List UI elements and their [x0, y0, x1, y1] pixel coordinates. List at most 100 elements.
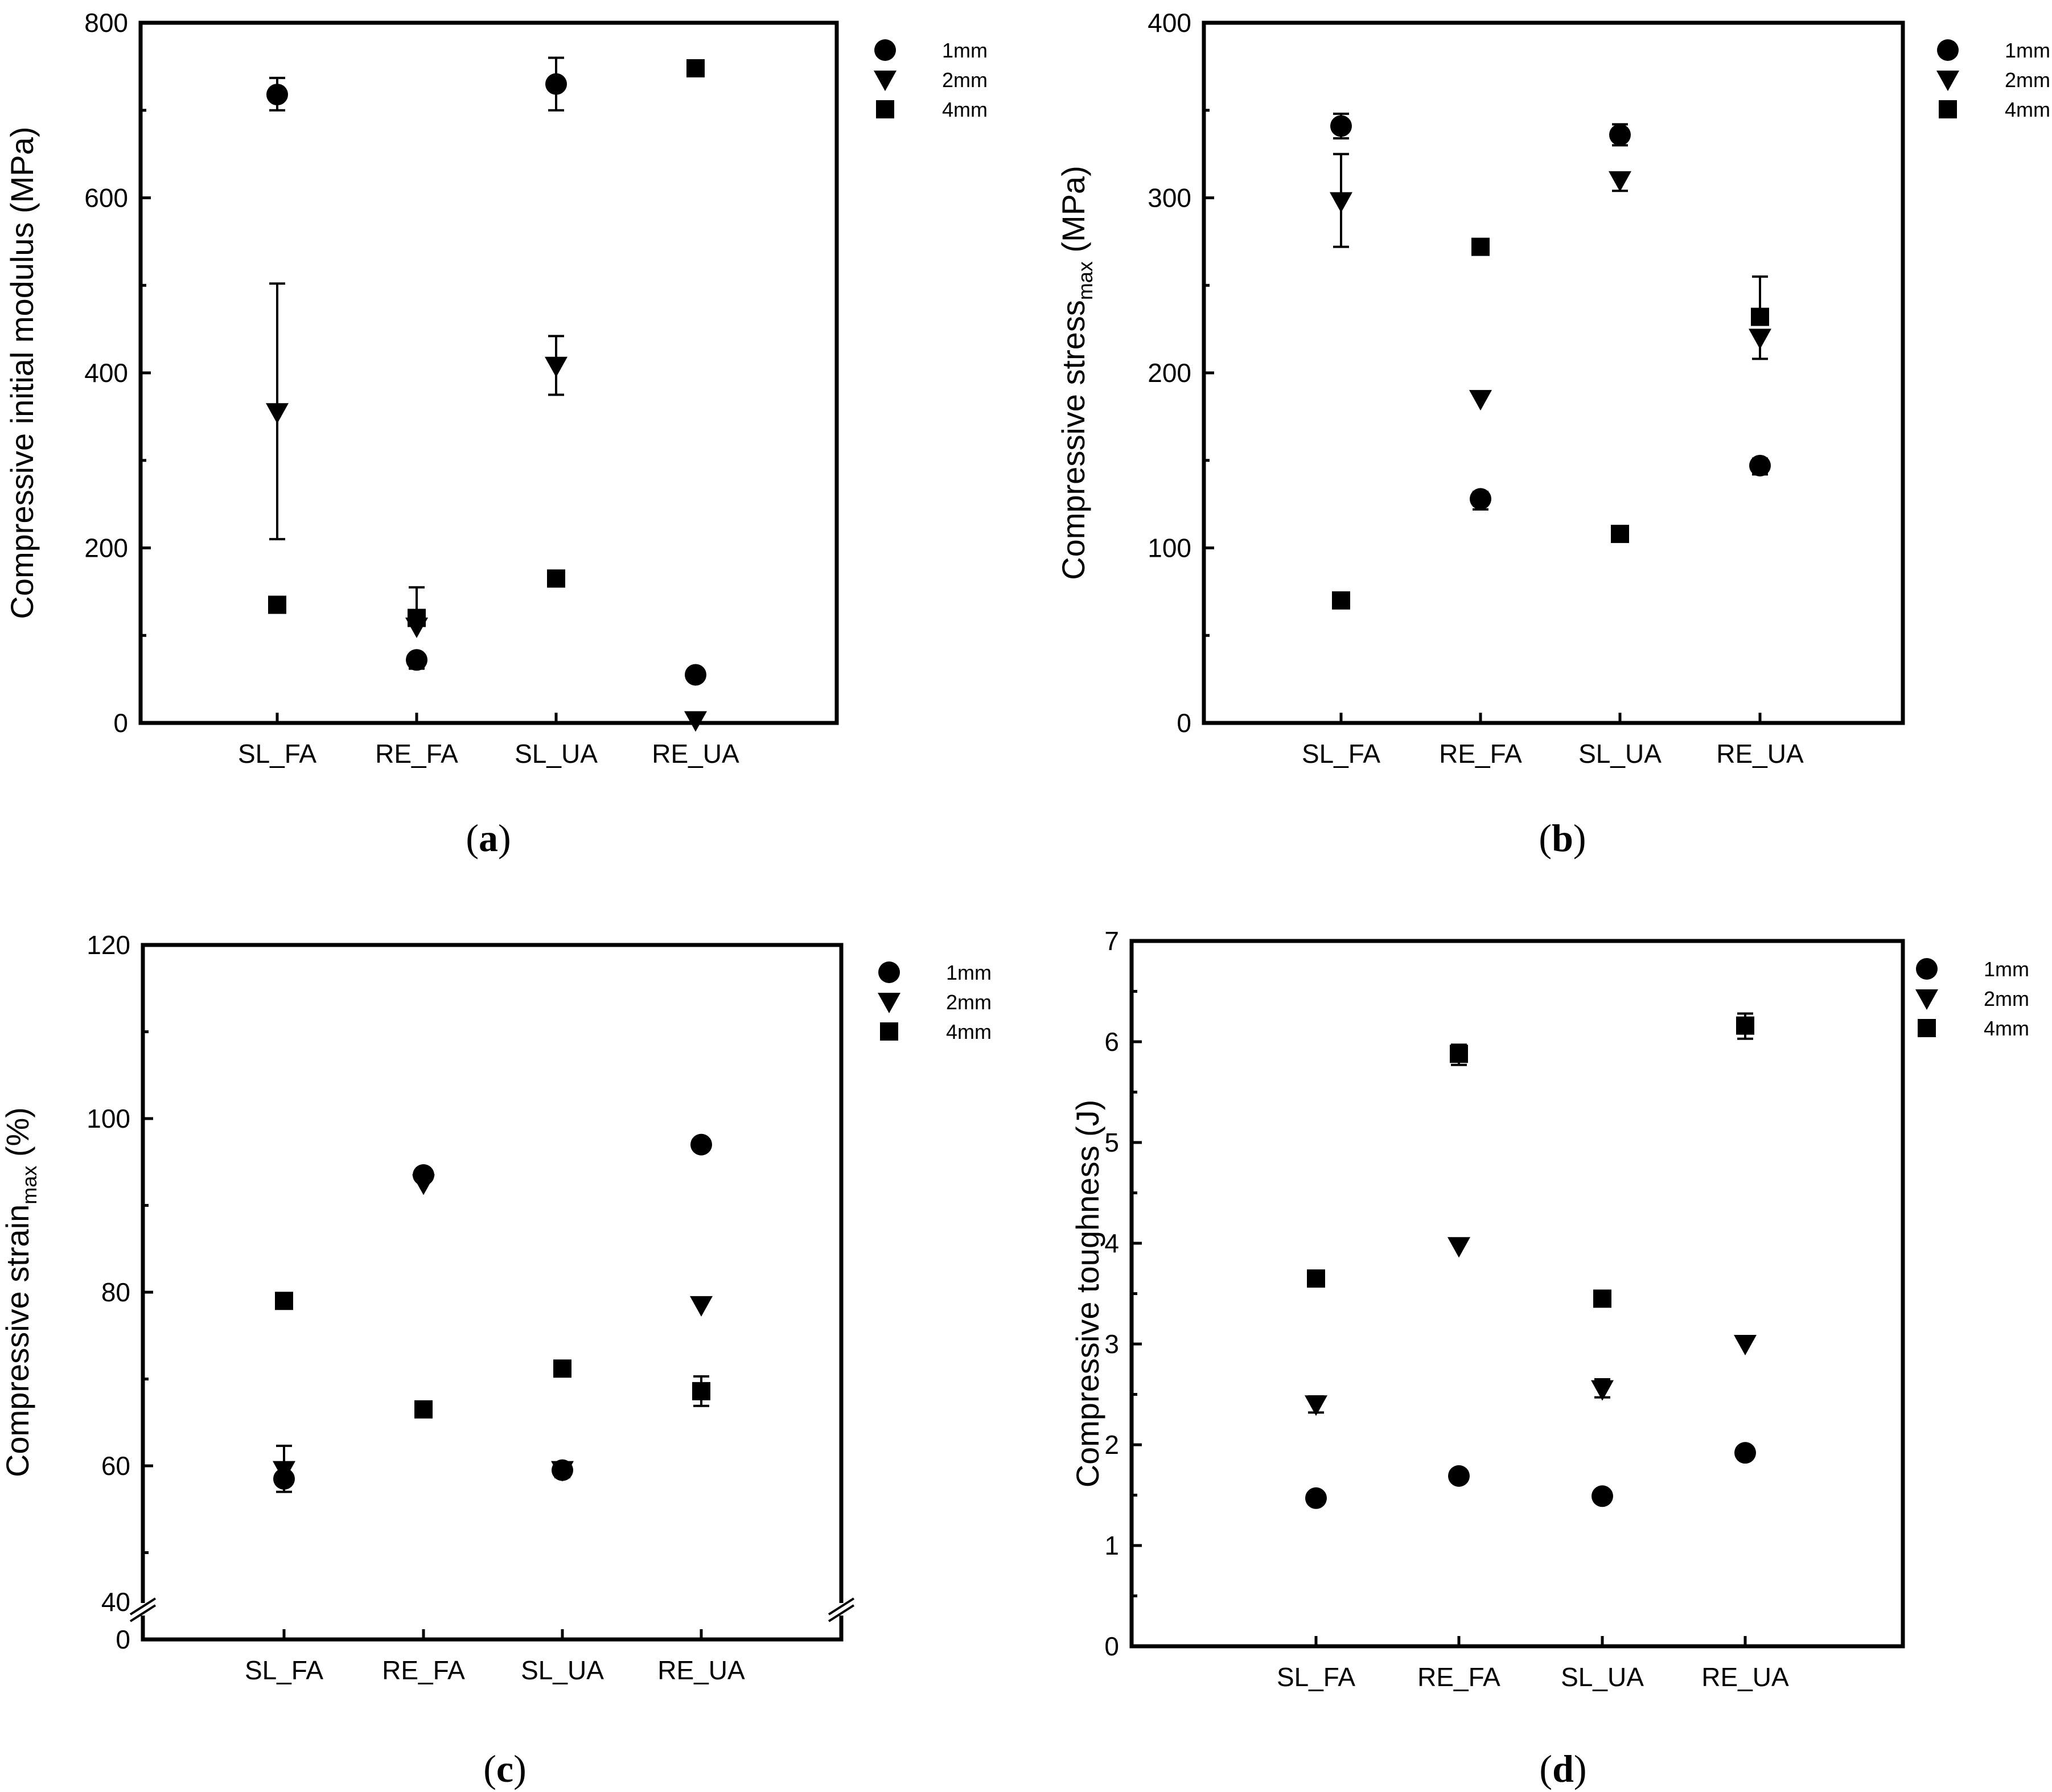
panel-caption-d: (d)	[1539, 1747, 1586, 1790]
y-tick-label-b-4: 400	[1148, 8, 1191, 38]
point-d-2mm-RE_FA	[1447, 1237, 1470, 1258]
point-b-1mm-RE_FA	[1470, 488, 1491, 510]
axis-break-mark-0-a	[129, 1597, 157, 1616]
x-tick-label-d-0: SL_FA	[1277, 1662, 1355, 1692]
x-tick-label-b-0: SL_FA	[1302, 739, 1380, 768]
point-a-2mm-RE_UA	[684, 711, 707, 732]
y-tick-label-c-2: 80	[101, 1277, 130, 1307]
x-tick-label-c-0: SL_FA	[245, 1655, 323, 1685]
point-a-2mm-SL_UA	[545, 356, 568, 377]
point-a-4mm-SL_FA	[268, 595, 286, 614]
x-tick-label-a-0: SL_FA	[238, 739, 316, 768]
legend-marker-c-4mm	[880, 1022, 898, 1041]
point-a-1mm-SL_FA	[266, 84, 288, 106]
point-c-2mm-SL_FA	[273, 1461, 295, 1482]
panel-a: 0 200 400 600 800 SL_FA RE_FA SL_UA RE_UA Compres…	[4, 8, 988, 860]
y-tick-label-zero: 0	[116, 1625, 130, 1654]
legend-marker-d-2mm	[1915, 989, 1938, 1010]
point-c-2mm-RE_UA	[690, 1296, 713, 1317]
panel-caption-c: (c)	[483, 1747, 527, 1790]
y-tick-label-a-1: 200	[84, 533, 128, 563]
x-tick-label-d-3: RE_UA	[1701, 1662, 1789, 1692]
legend-label-c-2mm: 2mm	[946, 990, 992, 1014]
point-d-4mm-SL_UA	[1593, 1289, 1611, 1308]
point-d-1mm-RE_UA	[1734, 1442, 1756, 1464]
point-b-4mm-SL_FA	[1332, 591, 1350, 610]
y-axis-title-b: Compressive stressmax (MPa)	[1055, 166, 1097, 580]
point-b-2mm-RE_FA	[1469, 390, 1492, 411]
panel-caption-b: (b)	[1539, 816, 1586, 860]
plot-frame-a	[138, 20, 839, 725]
legend-marker-a-1mm	[874, 39, 896, 61]
y-tick-label-a-0: 0	[113, 708, 128, 738]
panel-c: 60 80 100 120 40 0 SL_FA RE_FA SL_UA RE_UA Compres…	[0, 930, 992, 1790]
x-tick-label-a-1: RE_FA	[375, 739, 458, 768]
y-tick-label-c-1: 60	[101, 1451, 130, 1481]
y-axis-title-a: Compressive initial modulus (MPa)	[4, 126, 40, 619]
point-c-4mm-SL_FA	[275, 1292, 293, 1310]
legend-marker-b-1mm	[1937, 39, 1959, 61]
point-d-2mm-SL_UA	[1591, 1380, 1614, 1401]
axis-break-mark-1-b	[828, 1604, 855, 1622]
legend-label-a-2mm: 2mm	[942, 68, 988, 92]
legend-label-c-4mm: 4mm	[946, 1020, 992, 1043]
point-b-2mm-SL_UA	[1609, 171, 1631, 192]
y-tick-label-c-4: 120	[87, 930, 130, 960]
legend-marker-c-1mm	[878, 961, 900, 983]
y-tick-label-d-4: 4	[1104, 1228, 1119, 1258]
point-d-2mm-RE_UA	[1734, 1335, 1757, 1355]
point-a-4mm-RE_FA	[408, 609, 426, 627]
x-tick-label-d-2: SL_UA	[1561, 1662, 1644, 1692]
point-d-1mm-SL_UA	[1592, 1485, 1613, 1507]
legend-label-d-1mm: 1mm	[1984, 957, 2029, 981]
point-d-1mm-SL_FA	[1305, 1487, 1327, 1509]
point-d-4mm-SL_FA	[1307, 1269, 1325, 1288]
point-d-1mm-RE_FA	[1448, 1465, 1470, 1487]
legend-marker-b-2mm	[1936, 71, 1959, 91]
y-axis-title-d: Compressive toughness (J)	[1070, 1100, 1105, 1488]
point-b-4mm-SL_UA	[1611, 524, 1629, 543]
legend-marker-d-4mm	[1918, 1019, 1936, 1037]
point-a-1mm-RE_UA	[685, 664, 706, 686]
legend-marker-a-2mm	[874, 71, 897, 91]
axis-break-mark-0-b	[129, 1604, 157, 1622]
point-b-1mm-RE_UA	[1749, 454, 1771, 476]
y-tick-label-b-1: 100	[1148, 533, 1191, 563]
y-tick-label-d-2: 2	[1104, 1430, 1119, 1460]
legend-marker-c-2mm	[878, 993, 900, 1013]
y-tick-label-c-3: 100	[87, 1104, 130, 1133]
legend-label-d-4mm: 4mm	[1984, 1017, 2029, 1040]
legend-label-b-4mm: 4mm	[2005, 98, 2050, 121]
axis-break-mark-1-a	[828, 1597, 855, 1616]
x-tick-label-b-2: SL_UA	[1578, 739, 1662, 768]
y-tick-label-d-3: 3	[1104, 1329, 1119, 1359]
point-b-4mm-RE_UA	[1751, 307, 1769, 326]
point-c-4mm-RE_FA	[414, 1400, 433, 1419]
y-tick-label-a-4: 800	[84, 8, 128, 38]
panel-b: 0 100 200 300 400 SL_FA RE_FA SL_UA RE_UA Compres…	[1055, 8, 2050, 860]
y-tick-label-b-0: 0	[1177, 708, 1191, 738]
panel-d: 0 1 2 3 4 5 6 7 SL_FA RE_FA SL_UA RE_UA Compressive …	[1070, 926, 2029, 1790]
legend-label-c-1mm: 1mm	[946, 961, 992, 984]
legend-label-b-2mm: 2mm	[2005, 68, 2050, 92]
x-tick-label-c-3: RE_UA	[657, 1655, 745, 1685]
y-tick-label-a-2: 400	[84, 358, 128, 388]
plot-frame-b	[1202, 20, 1905, 725]
plot-frame-d	[1129, 939, 1905, 1649]
plot-frame-c	[141, 943, 844, 1642]
legend-label-d-2mm: 2mm	[1984, 987, 2029, 1010]
legend-label-a-4mm: 4mm	[942, 98, 988, 121]
point-a-1mm-SL_UA	[545, 73, 567, 95]
point-b-2mm-RE_UA	[1749, 328, 1771, 350]
point-c-2mm-SL_UA	[551, 1461, 574, 1482]
legend-label-a-1mm: 1mm	[942, 39, 988, 62]
y-tick-label-d-0: 0	[1104, 1631, 1119, 1661]
point-c-4mm-RE_UA	[692, 1382, 710, 1400]
point-a-4mm-SL_UA	[547, 569, 565, 588]
point-d-2mm-SL_FA	[1305, 1395, 1327, 1416]
point-c-4mm-SL_UA	[553, 1359, 571, 1378]
y-tick-label-b-3: 300	[1148, 183, 1191, 213]
y-tick-label-d-1: 1	[1104, 1531, 1119, 1560]
x-tick-label-b-3: RE_UA	[1716, 739, 1804, 768]
